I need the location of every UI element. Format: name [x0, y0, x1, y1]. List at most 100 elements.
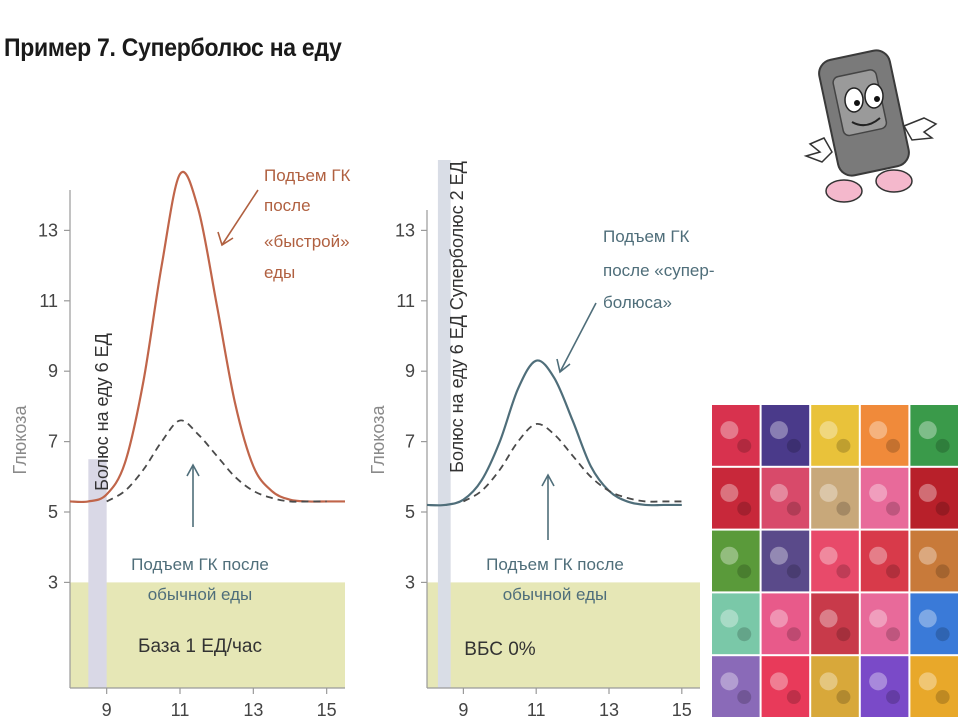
basal-label: ВБС 0%	[464, 639, 535, 660]
candy-highlight	[918, 483, 937, 502]
candy-photo-tile	[860, 530, 909, 592]
x-tick-label: 11	[171, 700, 190, 720]
candy-shadow	[786, 627, 801, 642]
candy-photo-tile	[761, 530, 810, 592]
candy-highlight	[720, 672, 739, 691]
candy-highlight	[869, 609, 888, 628]
candy-highlight	[769, 546, 788, 565]
candy-photo-tile	[712, 656, 760, 717]
candy-shadow	[886, 438, 901, 453]
arrow-normal-food	[186, 463, 200, 527]
candy-photo-grid	[712, 405, 958, 717]
series-line-normal-food	[106, 419, 327, 503]
candy-photo-tile	[910, 593, 958, 655]
candy-highlight	[819, 421, 838, 440]
y-tick-label: 5	[405, 502, 415, 522]
series-line-main	[69, 170, 345, 504]
candy-photo-tile	[811, 656, 859, 717]
candy-highlight	[918, 609, 937, 628]
x-tick-label: 11	[527, 700, 546, 720]
y-tick-label: 11	[39, 291, 58, 311]
svg-text:Подъем ГК: Подъем ГК	[264, 166, 351, 185]
candy-shadow	[886, 564, 901, 579]
candy-highlight	[720, 483, 739, 502]
candy-highlight	[819, 672, 838, 691]
candy-shadow	[935, 501, 950, 516]
candy-photo-tile	[860, 405, 909, 466]
candy-shadow	[935, 564, 950, 579]
candy-shadow	[886, 501, 901, 516]
candy-photo-tile	[712, 530, 760, 592]
candy-highlight	[769, 483, 788, 502]
candy-highlight	[869, 546, 888, 565]
x-tick-label: 15	[672, 700, 692, 720]
candy-photo-tile	[712, 405, 760, 466]
candy-shadow	[737, 564, 752, 579]
candy-photo-tile	[761, 405, 810, 466]
candy-photo-tile	[761, 467, 810, 529]
chart-left: 3 5 7 9 11 13 9 11 13 15 Глюкоза Болюс на еду 6 …	[10, 166, 351, 720]
candy-highlight	[869, 483, 888, 502]
candy-photo-tile	[910, 467, 958, 529]
candy-shadow	[836, 501, 851, 516]
candy-photo-tile	[860, 467, 909, 529]
candy-highlight	[869, 672, 888, 691]
candy-highlight	[918, 546, 937, 565]
x-tick-label: 15	[317, 700, 337, 720]
candy-highlight	[720, 609, 739, 628]
candy-highlight	[720, 421, 739, 440]
basal-rate-area	[70, 582, 345, 688]
candy-photo-tile	[761, 656, 810, 717]
candy-shadow	[786, 690, 801, 705]
svg-text:болюса»: болюса»	[603, 293, 672, 312]
candy-shadow	[786, 564, 801, 579]
candy-shadow	[836, 438, 851, 453]
candy-photo-tile	[811, 405, 859, 466]
bolus-bar	[88, 459, 107, 688]
svg-text:обычной еды: обычной еды	[148, 585, 253, 604]
candy-shadow	[737, 501, 752, 516]
candy-photo-tile	[811, 530, 859, 592]
bolus-bar	[437, 160, 451, 688]
x-tick-label: 13	[243, 700, 263, 720]
svg-text:после: после	[264, 196, 311, 215]
candy-photo-tile	[761, 593, 810, 655]
candy-photo-tile	[910, 656, 958, 717]
y-tick-label: 13	[38, 220, 58, 240]
candy-photo-tile	[860, 656, 909, 717]
candy-photo-tile	[811, 467, 859, 529]
candy-shadow	[737, 438, 752, 453]
pump-mascot-icon	[803, 49, 938, 203]
y-tick-label: 9	[405, 361, 415, 381]
candy-shadow	[935, 627, 950, 642]
svg-text:Подъем ГК после: Подъем ГК после	[486, 555, 624, 574]
candy-highlight	[819, 483, 838, 502]
y-tick-label: 3	[48, 572, 58, 592]
bolus-label: Болюс на еду 6 ЕД Суперболюс 2 ЕД	[447, 161, 467, 473]
svg-text:Подъем ГК: Подъем ГК	[603, 227, 690, 246]
x-tick-label: 13	[599, 700, 619, 720]
y-axis-label: Глюкоза	[10, 405, 30, 475]
candy-shadow	[737, 690, 752, 705]
candy-photo-tile	[712, 593, 760, 655]
x-tick-label: 9	[102, 700, 112, 720]
y-axis-label: Глюкоза	[368, 405, 388, 475]
svg-text:обычной еды: обычной еды	[503, 585, 608, 604]
candy-shadow	[786, 501, 801, 516]
basal-label: База 1 ЕД/час	[138, 636, 262, 657]
candy-shadow	[886, 627, 901, 642]
series-line-normal-food	[462, 423, 682, 503]
chart-right: 3 5 7 9 11 13 9 11 13 15 Глюкоза Болюс на еду 6 …	[368, 160, 715, 720]
y-tick-label: 5	[48, 502, 58, 522]
candy-photo-tile	[910, 530, 958, 592]
candy-shadow	[737, 627, 752, 642]
candy-highlight	[918, 672, 937, 691]
basal-rate-area	[427, 582, 700, 688]
svg-text:Подъем ГК после: Подъем ГК после	[131, 555, 269, 574]
annotation-normal-food: Подъем ГК после обычной еды	[131, 555, 269, 604]
candy-photo-tile	[811, 593, 859, 655]
candy-shadow	[836, 564, 851, 579]
candy-photo-tile	[910, 405, 958, 466]
svg-text:после «супер-: после «супер-	[603, 261, 715, 280]
